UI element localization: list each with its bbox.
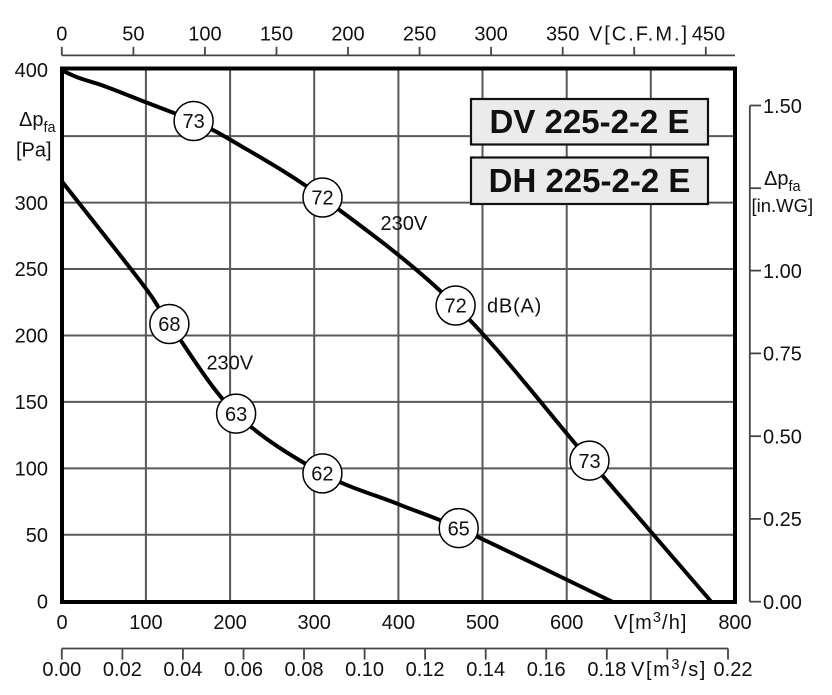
svg-text:63: 63 [225, 404, 247, 426]
svg-text:1.00: 1.00 [763, 261, 802, 283]
svg-text:V[C.F.M.]: V[C.F.M.] [589, 24, 689, 46]
svg-text:0.75: 0.75 [763, 344, 802, 366]
svg-text:100: 100 [129, 612, 162, 634]
svg-text:200: 200 [213, 612, 246, 634]
svg-text:0.02: 0.02 [103, 659, 142, 681]
svg-text:0.50: 0.50 [763, 426, 802, 448]
svg-text:300: 300 [474, 24, 507, 46]
svg-text:350: 350 [546, 24, 579, 46]
svg-text:73: 73 [578, 451, 600, 473]
svg-text:73: 73 [182, 111, 204, 133]
svg-text:65: 65 [448, 518, 470, 540]
svg-text:0.22: 0.22 [714, 659, 753, 681]
svg-text:0.14: 0.14 [466, 659, 505, 681]
svg-text:[in.WG]: [in.WG] [752, 195, 814, 216]
svg-text:0.25: 0.25 [763, 509, 802, 531]
svg-text:68: 68 [158, 314, 180, 336]
svg-text:300: 300 [15, 193, 48, 215]
svg-text:[Pa]: [Pa] [16, 140, 52, 162]
svg-text:100: 100 [15, 459, 48, 481]
svg-text:1.50: 1.50 [763, 96, 802, 118]
svg-text:0.04: 0.04 [163, 659, 202, 681]
svg-text:0: 0 [56, 24, 67, 46]
svg-text:62: 62 [311, 464, 333, 486]
svg-text:400: 400 [382, 612, 415, 634]
svg-text:300: 300 [298, 612, 331, 634]
svg-text:V[m3/s]: V[m3/s] [631, 657, 707, 681]
svg-text:0.06: 0.06 [224, 659, 263, 681]
svg-text:dB(A): dB(A) [487, 296, 542, 318]
svg-text:250: 250 [403, 24, 436, 46]
svg-text:100: 100 [188, 24, 221, 46]
svg-text:200: 200 [331, 24, 364, 46]
svg-text:72: 72 [311, 188, 333, 210]
svg-text:DV 225-2-2 E: DV 225-2-2 E [490, 103, 690, 140]
svg-text:0.16: 0.16 [527, 659, 566, 681]
svg-text:0.10: 0.10 [345, 659, 384, 681]
svg-text:50: 50 [26, 525, 48, 547]
svg-text:50: 50 [122, 24, 144, 46]
svg-text:0.00: 0.00 [763, 592, 802, 614]
svg-text:150: 150 [260, 24, 293, 46]
svg-text:500: 500 [466, 612, 499, 634]
svg-text:230V: 230V [381, 213, 428, 235]
svg-text:V[m3/h]: V[m3/h] [614, 610, 688, 634]
svg-text:DH 225-2-2 E: DH 225-2-2 E [489, 162, 691, 199]
svg-text:150: 150 [15, 392, 48, 414]
svg-text:0: 0 [37, 592, 48, 614]
svg-text:400: 400 [15, 60, 48, 82]
svg-text:0.00: 0.00 [42, 659, 81, 681]
svg-text:0: 0 [56, 612, 67, 634]
svg-text:450: 450 [692, 24, 725, 46]
svg-text:230V: 230V [206, 353, 253, 375]
svg-text:72: 72 [444, 296, 466, 318]
svg-text:800: 800 [718, 612, 751, 634]
svg-text:0.18: 0.18 [587, 659, 626, 681]
svg-text:Δpfa: Δpfa [764, 168, 802, 195]
svg-text:0.08: 0.08 [285, 659, 324, 681]
svg-text:Δpfa: Δpfa [19, 109, 57, 136]
svg-text:200: 200 [15, 326, 48, 348]
svg-text:0.12: 0.12 [406, 659, 445, 681]
svg-text:600: 600 [550, 612, 583, 634]
svg-text:250: 250 [15, 259, 48, 281]
